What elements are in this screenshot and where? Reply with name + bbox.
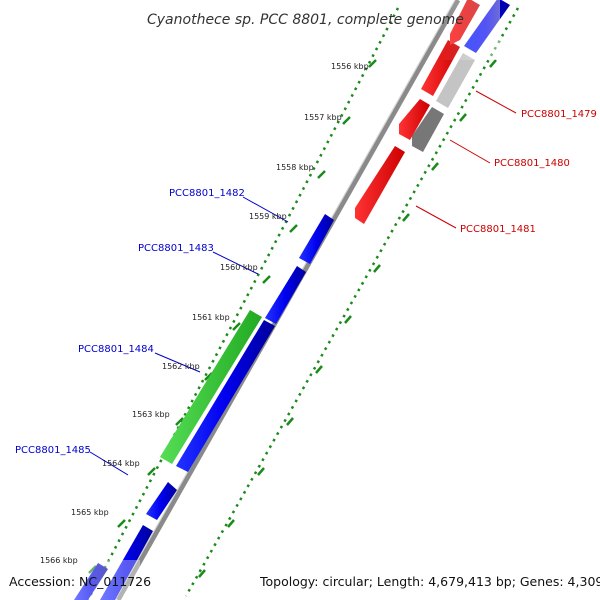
kbp-label: 1557 kbp (304, 113, 342, 122)
top-right-fade (440, 0, 500, 60)
gene-label-pcc8801-1479[interactable]: PCC8801_1479 (521, 109, 597, 120)
kbp-label: 1558 kbp (276, 163, 314, 172)
kbp-label: 1563 kbp (132, 410, 170, 419)
label-leader-lines (89, 90, 517, 476)
gene-arrow-pcc8801-1479-segment-a[interactable] (399, 99, 430, 140)
gene-labels-forward: PCC8801_1479 PCC8801_1480 PCC8801_1481 (460, 109, 597, 235)
kbp-label: 1562 kbp (162, 362, 200, 371)
gene-arrow-pcc8801-1484-rna[interactable] (160, 310, 262, 464)
outer-major-ticks (88, 59, 377, 574)
gene-labels-reverse: PCC8801_1482 PCC8801_1483 PCC8801_1484 P… (15, 188, 245, 456)
kbp-label: 1559 kbp (249, 212, 287, 221)
gene-label-pcc8801-1480[interactable]: PCC8801_1480 (494, 158, 570, 169)
gene-arrow-reverse-bottom-a[interactable] (100, 525, 153, 600)
kbp-label: 1565 kbp (71, 508, 109, 517)
kbp-labels: 1556 kbp 1557 kbp 1558 kbp 1559 kbp 1560… (40, 62, 369, 565)
outer-tick-ring (86, 7, 400, 600)
gene-label-pcc8801-1484[interactable]: PCC8801_1484 (78, 344, 154, 355)
kbp-label: 1564 kbp (102, 459, 140, 468)
map-title: Cyanothece sp. PCC 8801, complete genome (147, 12, 464, 28)
topology-text: Topology: circular; Length: 4,679,413 bp… (259, 574, 600, 589)
kbp-label: 1561 kbp (192, 313, 230, 322)
gene-label-pcc8801-1481[interactable]: PCC8801_1481 (460, 224, 536, 235)
gene-arrow-pcc8801-1484[interactable] (176, 320, 275, 472)
accession-text: Accession: NC_011726 (9, 574, 151, 589)
reverse-strand-track (74, 214, 334, 600)
bottom-left-fade (60, 560, 140, 600)
gene-label-pcc8801-1483[interactable]: PCC8801_1483 (138, 243, 214, 254)
gene-arrow-pcc8801-1485[interactable] (146, 482, 177, 520)
gene-label-pcc8801-1482[interactable]: PCC8801_1482 (169, 188, 245, 199)
kbp-label: 1556 kbp (331, 62, 369, 71)
gene-arrow-pcc8801-1479[interactable] (436, 53, 475, 108)
kbp-label: 1566 kbp (40, 556, 78, 565)
inner-tick-ring (184, 7, 520, 597)
gene-arrow-reverse-bottom-b[interactable] (74, 563, 108, 600)
gene-label-pcc8801-1485[interactable]: PCC8801_1485 (15, 445, 91, 456)
inner-major-ticks (198, 59, 497, 578)
gene-arrow-pcc8801-1481[interactable] (355, 146, 405, 224)
gene-arrow-pcc8801-1483[interactable] (265, 266, 306, 324)
gene-arrow-pcc8801-1480[interactable] (412, 107, 444, 152)
gene-arrow-pcc8801-1482[interactable] (299, 214, 334, 264)
kbp-label: 1560 kbp (220, 263, 258, 272)
